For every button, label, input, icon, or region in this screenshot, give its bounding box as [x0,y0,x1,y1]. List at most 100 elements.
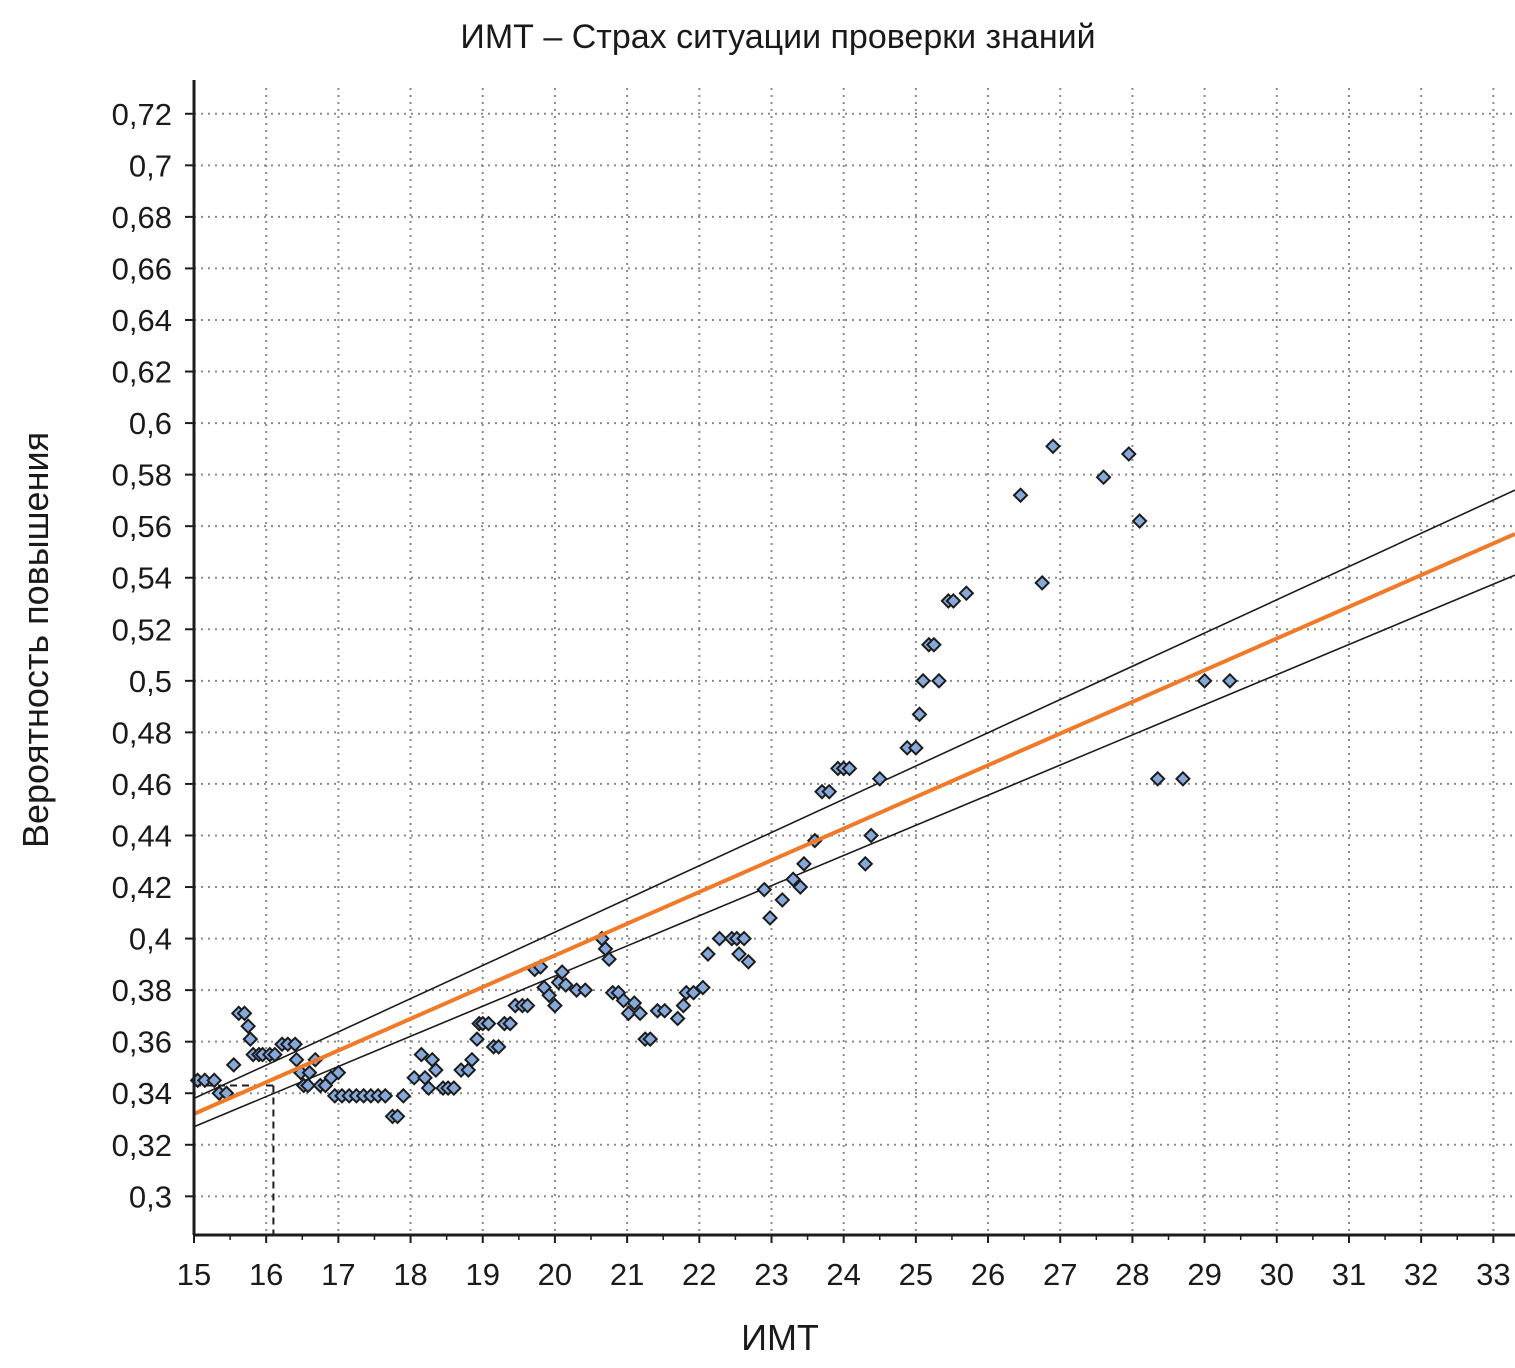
data-point [700,946,716,962]
data-point [792,879,809,895]
data-point [240,1018,257,1035]
data-point [736,930,752,947]
x-tick-label: 32 [1404,1257,1438,1292]
data-point [756,881,773,898]
x-tick-label: 21 [610,1257,644,1292]
y-tick-label: 0,42 [112,870,172,905]
data-point [642,1031,659,1048]
data-point [762,910,778,926]
data-point [395,1087,412,1104]
ci-lower-line [193,574,1515,1128]
y-tick-label: 0,62 [112,355,172,390]
chart-title: ИМТ – Страх ситуации проверки знаний [460,18,1095,56]
data-point [266,1046,283,1063]
y-tick-label: 0,72 [112,97,172,132]
y-axis-title: Вероятность повышения [15,432,56,848]
data-point [577,982,594,999]
grid [193,88,1515,1235]
data-point [694,979,711,996]
data-point [711,930,728,947]
data-point [547,997,563,1014]
data-point [1149,770,1166,787]
data-point [377,1087,394,1104]
data-point [871,770,888,787]
data-point [731,946,747,962]
data-point [1175,770,1191,787]
y-tick-label: 0,32 [112,1128,172,1163]
data-point [626,995,643,1011]
data-point [632,1005,649,1022]
y-tick-label: 0,3 [129,1179,172,1214]
data-point [915,672,931,689]
data-point [554,964,571,981]
data-point [389,1108,406,1125]
data-point [420,1080,437,1096]
x-tick-label: 24 [826,1257,860,1292]
y-tick-label: 0,64 [112,303,172,338]
data-point [469,1031,485,1048]
data-point [785,871,802,888]
y-tick-labels: 0,3 0,32 0,34 0,36 0,38 0,4 0,42 0,44 0,46 0,48 0,… [112,97,172,1215]
data-point [406,1069,423,1086]
data-point [445,1080,462,1096]
ci-upper-line [193,489,1515,1100]
x-tick-label: 22 [682,1257,716,1292]
x-tick-label: 31 [1332,1257,1366,1292]
axes [185,80,1515,1243]
data-point [907,739,924,756]
y-tick-label: 0,4 [129,922,172,957]
data-point [601,951,617,968]
y-tick-label: 0,34 [112,1076,172,1111]
x-tick-label: 33 [1476,1257,1510,1292]
data-point [557,977,574,993]
data-point [206,1072,223,1089]
data-point [225,1056,242,1073]
data-point [1221,672,1238,689]
data-point [685,984,702,1001]
data-point [490,1038,507,1055]
data-point [1012,487,1029,504]
y-tick-label: 0,54 [112,561,172,596]
data-point [863,827,880,844]
x-tick-label: 30 [1260,1257,1294,1292]
data-point [1095,469,1112,486]
y-tick-label: 0,7 [129,148,172,183]
y-tick-label: 0,52 [112,612,172,647]
data-point [740,953,757,970]
data-point [1196,672,1213,689]
confidence-lines [193,489,1515,1128]
regression-line [193,532,1515,1116]
x-tick-label: 23 [754,1257,788,1292]
data-point [958,585,975,602]
data-point [669,1010,686,1027]
data-point [519,997,536,1014]
data-point [242,1031,259,1048]
y-tick-label: 0,56 [112,509,172,544]
data-point [287,1036,303,1053]
x-axis-title: ИМТ [741,1317,819,1358]
y-tick-label: 0,46 [112,767,172,802]
data-point [774,892,791,908]
data-point [620,1005,637,1022]
data-point [427,1062,444,1078]
data-point [931,672,947,689]
data-point [413,1046,430,1063]
data-point [911,706,928,723]
y-tick-label: 0,36 [112,1025,172,1060]
data-point [615,992,632,1009]
x-tick-label: 20 [538,1257,572,1292]
data-point [857,855,874,872]
x-tick-label: 29 [1187,1257,1221,1292]
data-point [925,636,942,653]
x-tick-label: 17 [321,1257,355,1292]
data-points [189,438,1238,1125]
data-point [675,997,692,1014]
data-point [480,1015,497,1032]
data-point [841,760,858,777]
x-tick-label: 25 [899,1257,933,1292]
x-tick-label: 26 [971,1257,1005,1292]
y-tick-label: 0,68 [112,200,172,235]
regression-line-layer [193,532,1515,1116]
x-tick-label: 18 [393,1257,427,1292]
